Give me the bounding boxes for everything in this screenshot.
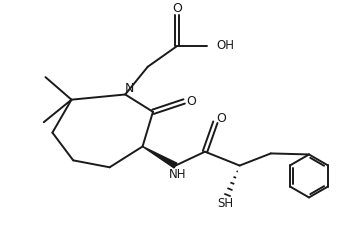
Text: O: O — [217, 112, 226, 125]
Text: N: N — [125, 82, 134, 95]
Text: OH: OH — [217, 39, 234, 52]
Text: O: O — [186, 95, 196, 108]
Text: O: O — [172, 2, 182, 15]
Text: SH: SH — [218, 197, 234, 210]
Polygon shape — [143, 146, 177, 168]
Text: NH: NH — [168, 169, 186, 181]
